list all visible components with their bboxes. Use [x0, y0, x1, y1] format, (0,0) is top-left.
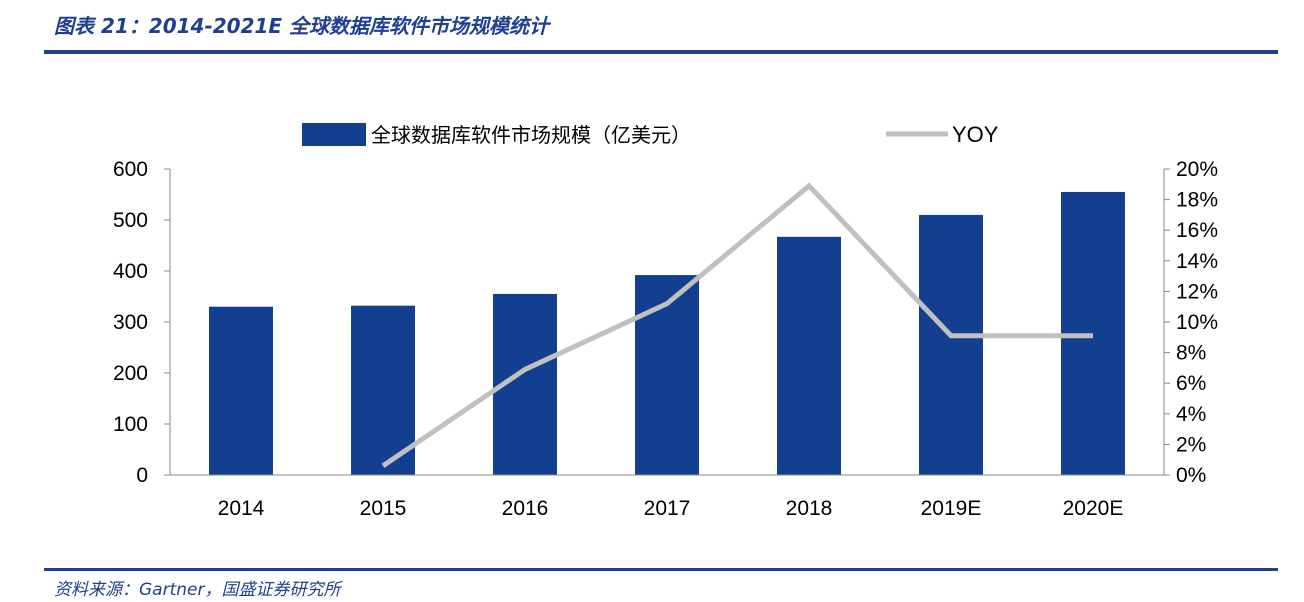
left-tick-label: 500 — [113, 209, 148, 232]
right-tick-label: 8% — [1176, 342, 1206, 365]
right-tick-label: 2% — [1176, 433, 1206, 456]
bottom-rule — [44, 568, 1278, 571]
legend-label-bar: 全球数据库软件市场规模（亿美元） — [371, 123, 691, 147]
right-tick-label: 4% — [1176, 403, 1206, 426]
x-tick-label: 2017 — [644, 497, 691, 520]
top-rule — [44, 50, 1278, 54]
bar-2018 — [777, 236, 841, 475]
right-tick-label: 20% — [1176, 158, 1218, 181]
right-tick-label: 16% — [1176, 219, 1218, 242]
left-tick-label: 200 — [113, 362, 148, 385]
legend-swatch-bar — [302, 123, 366, 146]
x-tick-label: 2015 — [360, 497, 407, 520]
bar-2015 — [351, 305, 415, 475]
right-tick-label: 12% — [1176, 280, 1218, 303]
yoy-line — [381, 182, 1093, 468]
left-tick-label: 100 — [113, 413, 148, 436]
x-tick-label: 2018 — [786, 497, 833, 520]
right-tick-label: 6% — [1176, 372, 1206, 395]
left-tick-label: 300 — [113, 311, 148, 334]
chart: 0 100 200 300 400 500 600 0% 2% 4% 6% 8% 10% 12% 14% 16… — [113, 122, 1218, 520]
left-axis-ticks: 0 100 200 300 400 500 600 — [113, 158, 170, 487]
x-tick-label: 2019E — [921, 497, 982, 520]
x-axis-labels: 2014 2015 2016 2017 2018 2019E 2020E — [218, 497, 1124, 520]
left-tick-label: 0 — [136, 464, 148, 487]
right-tick-label: 10% — [1176, 311, 1218, 334]
right-tick-label: 18% — [1176, 189, 1218, 212]
bar-2019E — [919, 214, 983, 475]
left-tick-label: 400 — [113, 260, 148, 283]
bar-2014 — [209, 306, 273, 475]
left-tick-label: 600 — [113, 158, 148, 181]
x-tick-label: 2016 — [502, 497, 549, 520]
x-tick-label: 2020E — [1063, 497, 1124, 520]
bar-2017 — [635, 275, 699, 475]
source-note: 资料来源：Gartner，国盛证券研究所 — [54, 580, 341, 600]
legend-label-line: YOY — [952, 122, 999, 147]
figure-title: 图表 21：2014-2021E 全球数据库软件市场规模统计 — [54, 14, 550, 38]
legend: 全球数据库软件市场规模（亿美元） YOY — [302, 122, 999, 147]
right-tick-label: 14% — [1176, 250, 1218, 273]
right-axis-ticks: 0% 2% 4% 6% 8% 10% 12% 14% 16% 18% 20% — [1164, 158, 1218, 487]
right-tick-label: 0% — [1176, 464, 1206, 487]
x-tick-label: 2014 — [218, 497, 265, 520]
